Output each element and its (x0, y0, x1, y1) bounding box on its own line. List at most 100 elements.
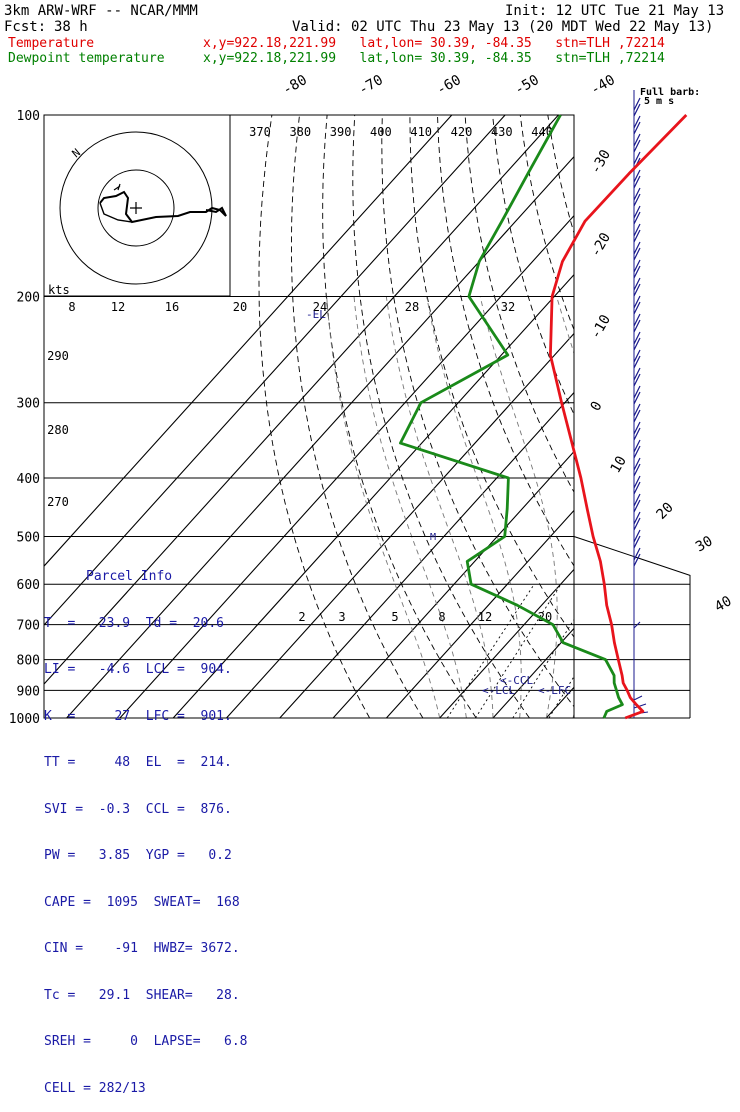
wind-barb (634, 458, 640, 476)
isotherm-line (333, 115, 740, 718)
parcel-row: Tc = 29.1 SHEAR= 28. (44, 988, 234, 1004)
wind-barb (634, 368, 640, 386)
parcel-row: TT = 48 EL = 214. (44, 755, 234, 771)
dry-adiabat (658, 115, 740, 718)
wind-barb (634, 260, 640, 278)
wind-barb (634, 512, 640, 530)
isotherm-label: -70 (356, 72, 386, 99)
wind-barb (634, 206, 640, 224)
pressure-tick-label: 200 (17, 291, 40, 306)
isotherm-label: 40 (712, 593, 735, 615)
isotherm-line (600, 115, 740, 718)
dry-adiabat (713, 115, 740, 718)
isotherm-label: 30 (693, 533, 716, 555)
wind-barb (634, 242, 640, 260)
hodograph-speed-label: 16 (165, 300, 179, 314)
isotherm-label: -50 (512, 72, 542, 99)
dry-adiabat (548, 115, 740, 718)
isotherm-label: -10 (588, 312, 615, 342)
wind-barb (634, 494, 640, 512)
isotherm-label: -40 (588, 72, 618, 99)
theta-label: 380 (289, 125, 311, 139)
pressure-tick-label: 800 (17, 654, 40, 669)
theta-label: 400 (370, 125, 392, 139)
pressure-tick-label: 700 (17, 619, 40, 634)
pressure-tick-label: 300 (17, 397, 40, 412)
wind-barb (634, 622, 648, 714)
isotherm-line (386, 115, 740, 718)
wind-barb (634, 476, 640, 494)
wind-barb (634, 224, 640, 242)
hodograph-speed-label: 32 (501, 300, 515, 314)
wind-barb (634, 332, 640, 350)
parcel-info-panel: Parcel Info T = 23.9 Td = 20.6 LI = -4.6… (44, 538, 234, 1112)
isotherm-line (440, 115, 740, 718)
theta-label: 390 (330, 125, 352, 139)
mixing-ratio-label: 2 (298, 610, 305, 624)
parcel-row: SREH = 0 LAPSE= 6.8 (44, 1034, 234, 1050)
dry-adiabat (465, 115, 740, 718)
moist-adiabat (480, 297, 557, 719)
hodograph-speed-label: 8 (68, 300, 75, 314)
dry-adiabat (686, 115, 740, 718)
moist-adiabat (680, 297, 740, 719)
wind-barb (634, 278, 640, 296)
mixing-ratio-label: 12 (478, 610, 492, 624)
parcel-row: T = 23.9 Td = 20.6 (44, 616, 234, 632)
isotherm-label: -30 (588, 147, 615, 177)
isotherm-label: -60 (434, 72, 464, 99)
theta-label: 280 (47, 423, 69, 437)
parcel-row: CAPE = 1095 SWEAT= 168 (44, 895, 234, 911)
wind-barb (634, 422, 640, 440)
parcel-row: SVI = -0.3 CCL = 876. (44, 802, 234, 818)
dry-adiabat (353, 115, 530, 718)
dewpoint-profile (400, 115, 622, 718)
wind-barb (634, 170, 640, 188)
hodograph-frame (44, 115, 230, 296)
isotherm-label: -20 (588, 230, 615, 260)
hodograph-speed-label: 24 (313, 300, 327, 314)
hodograph-units-label: kts (48, 283, 70, 297)
parcel-row: K = 27 LFC = 901. (44, 709, 234, 725)
dry-adiabat (438, 115, 690, 718)
wind-barb (634, 314, 640, 332)
theta-label: 270 (47, 495, 69, 509)
dry-adiabat (603, 115, 740, 718)
dry-adiabat (410, 115, 636, 718)
wind-barb (634, 98, 640, 116)
theta-label: 420 (451, 125, 473, 139)
moist-adiabat (557, 297, 607, 719)
mixing-ratio-label: 3 (338, 610, 345, 624)
theta-label: 370 (249, 125, 271, 139)
theta-label: 410 (410, 125, 432, 139)
pressure-tick-label: 400 (17, 472, 40, 487)
moist-adiabat (354, 297, 466, 719)
isotherm-label: 0 (588, 399, 606, 414)
isotherm-line (706, 115, 740, 718)
hodograph-speed-label: 28 (405, 300, 419, 314)
mixing-ratio-line (582, 584, 661, 718)
wind-barb (634, 350, 640, 368)
isotherm-label: -80 (280, 72, 310, 99)
hodograph-speed-label: 20 (233, 300, 247, 314)
level-annotation: <-LFC (538, 684, 571, 697)
wind-barb (634, 440, 640, 458)
dry-adiabat (323, 115, 477, 718)
theta-label: 430 (491, 125, 513, 139)
temperature-profile (550, 115, 686, 718)
moist-adiabat (386, 297, 493, 719)
barb-legend-unit: 5 m s (644, 96, 674, 107)
moist-adiabat (327, 297, 440, 719)
wind-barb (634, 188, 640, 206)
pressure-tick-label: 100 (17, 109, 40, 124)
wind-barb (634, 530, 640, 548)
pressure-tick-label: 1000 (9, 712, 40, 727)
mixing-ratio-label: 8 (438, 610, 445, 624)
isotherm-label: 10 (608, 453, 630, 476)
parcel-row: CIN = -91 HWBZ= 3672. (44, 941, 234, 957)
parcel-row: LI = -4.6 LCL = 904. (44, 662, 234, 678)
pressure-tick-label: 900 (17, 684, 40, 699)
mixing-ratio-label: 5 (391, 610, 398, 624)
isotherm-line (227, 115, 740, 718)
theta-label: 290 (47, 349, 69, 363)
